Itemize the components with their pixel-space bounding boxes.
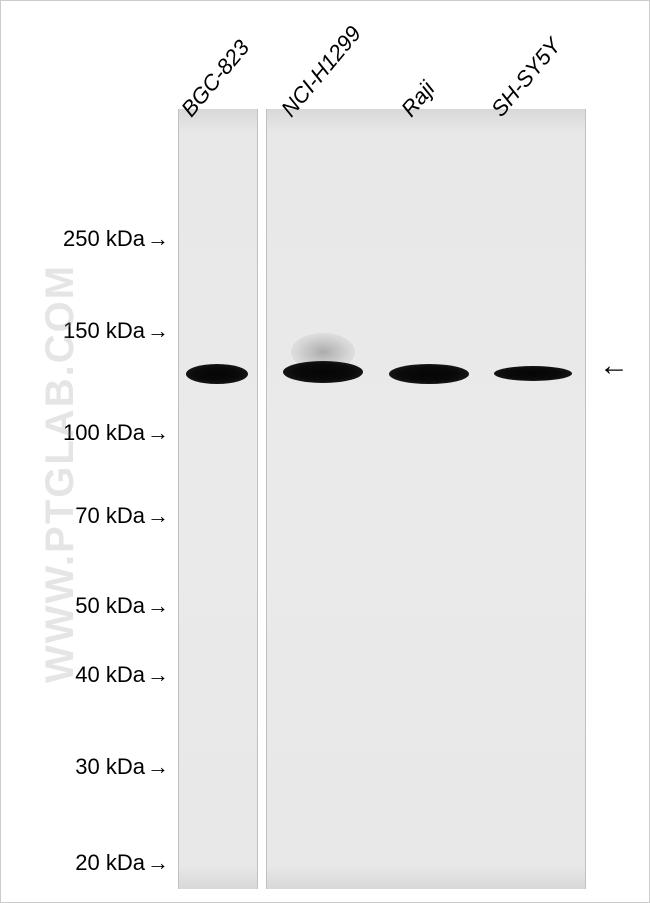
arrow-right-icon: → bbox=[147, 850, 169, 876]
mw-marker: 20 kDa→ bbox=[75, 850, 169, 876]
mw-marker: 30 kDa→ bbox=[75, 754, 169, 780]
lane-label: NCI-H1299 bbox=[276, 21, 367, 122]
arrow-right-icon: → bbox=[147, 593, 169, 619]
arrow-right-icon: → bbox=[147, 754, 169, 780]
mw-marker: 40 kDa→ bbox=[75, 662, 169, 688]
arrow-right-icon: → bbox=[147, 503, 169, 529]
mw-marker: 250 kDa→ bbox=[63, 226, 169, 252]
blot-strip-1 bbox=[178, 109, 258, 889]
arrow-right-icon: → bbox=[147, 226, 169, 252]
protein-band bbox=[283, 361, 363, 383]
mw-marker: 150 kDa→ bbox=[63, 318, 169, 344]
protein-band bbox=[494, 366, 572, 381]
protein-band bbox=[186, 364, 248, 384]
blot-strip-2 bbox=[266, 109, 586, 889]
target-band-arrow-icon: ← bbox=[599, 349, 629, 383]
arrow-right-icon: → bbox=[147, 420, 169, 446]
mw-marker: 70 kDa→ bbox=[75, 503, 169, 529]
mw-marker: 50 kDa→ bbox=[75, 593, 169, 619]
western-blot-figure: BGC-823 NCI-H1299 Raji SH-SY5Y 250 kDa→ … bbox=[1, 1, 649, 902]
protein-band bbox=[389, 364, 469, 384]
arrow-right-icon: → bbox=[147, 318, 169, 344]
arrow-right-icon: → bbox=[147, 662, 169, 688]
mw-marker: 100 kDa→ bbox=[63, 420, 169, 446]
